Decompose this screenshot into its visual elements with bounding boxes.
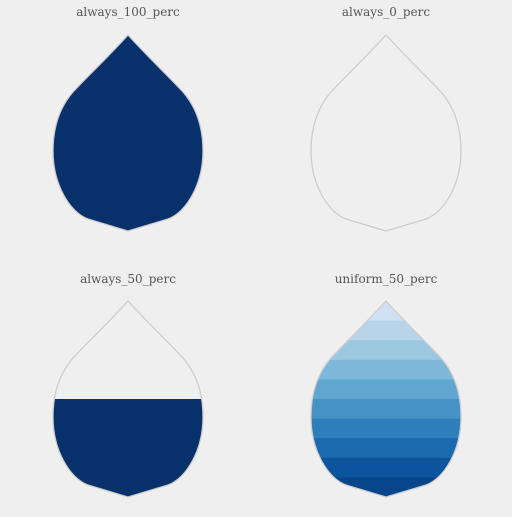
- drop-band: [311, 418, 461, 439]
- drop-shape-2: [310, 34, 462, 232]
- drop-panel-2: always_0_perc: [310, 5, 462, 232]
- drop-panel-1: always_100_perc: [52, 5, 204, 232]
- drop-shape-4: [310, 300, 462, 498]
- drop-band: [311, 477, 461, 497]
- drop-band: [311, 301, 461, 322]
- drop-outline: [310, 300, 462, 498]
- drop-level-fill: [53, 35, 203, 231]
- drop-band: [311, 399, 461, 420]
- drop-level-fill: [53, 399, 203, 497]
- drop-title-1: always_100_perc: [76, 5, 180, 19]
- drop-band: [311, 457, 461, 478]
- drop-fill-1: [53, 35, 203, 231]
- drop-band: [311, 379, 461, 400]
- drop-band: [311, 438, 461, 459]
- drop-fill-4: [311, 301, 461, 497]
- drop-fill-3: [53, 399, 203, 497]
- drop-outline: [310, 34, 462, 232]
- drop-title-2: always_0_perc: [342, 5, 431, 19]
- drop-shape-1: [52, 34, 204, 232]
- drop-outline: [52, 34, 204, 232]
- drop-title-3: always_50_perc: [80, 272, 176, 286]
- drop-band: [311, 320, 461, 341]
- drop-title-4: uniform_50_perc: [335, 272, 438, 286]
- drop-panel-4: uniform_50_perc: [310, 272, 462, 498]
- drop-panel-3: always_50_perc: [52, 272, 204, 498]
- drop-band: [311, 340, 461, 361]
- drop-outline: [52, 300, 204, 498]
- drop-shape-3: [52, 300, 204, 498]
- drop-band: [311, 359, 461, 380]
